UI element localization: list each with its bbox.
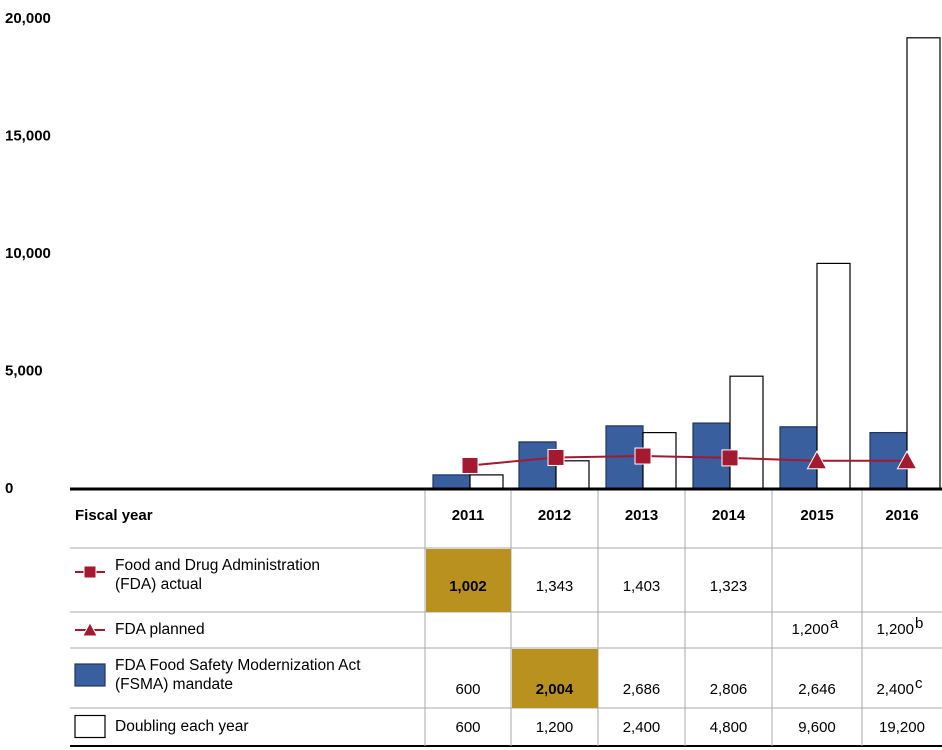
marker — [896, 450, 918, 470]
value-label: 2,806 — [710, 681, 748, 698]
x-tick-label: 2012 — [538, 507, 571, 524]
legend-swatch — [74, 663, 106, 687]
line — [469, 455, 731, 467]
value-label: 1,403 — [623, 578, 661, 595]
marker — [634, 447, 652, 465]
legend-label: Food and Drug Administration (FDA) actua… — [115, 557, 321, 593]
y-tick-label: 15,000 — [5, 127, 51, 144]
legend-label: Doubling each year — [115, 717, 249, 735]
marker — [83, 565, 97, 579]
x-axis-label: Fiscal year — [75, 507, 153, 524]
bar — [816, 262, 851, 490]
x-tick-label: 2016 — [885, 507, 918, 524]
marker — [721, 449, 739, 467]
legend-label: FDA planned — [115, 621, 205, 638]
bar — [779, 426, 818, 490]
value-label: 1,323 — [710, 578, 748, 595]
value-label: 2,400 — [623, 719, 661, 736]
legend-label: FDA Food Safety Modernization Act (FSMA)… — [115, 657, 361, 693]
footnote-mark: b — [915, 615, 923, 632]
bar — [729, 375, 764, 490]
value-label: 9,600 — [798, 719, 836, 736]
marker — [461, 456, 479, 474]
y-tick-label: 5,000 — [5, 362, 43, 379]
marker — [81, 621, 99, 637]
x-tick-label: 2015 — [800, 507, 833, 524]
value-label: 2,004 — [536, 681, 574, 698]
y-tick-label: 20,000 — [5, 10, 51, 27]
footnote-mark: c — [915, 675, 923, 692]
value-label: 1,200 — [536, 719, 574, 736]
value-label: 1,343 — [536, 578, 574, 595]
highlight-cell — [512, 649, 598, 708]
value-label: 4,800 — [710, 719, 748, 736]
x-tick-label: 2014 — [712, 507, 746, 524]
y-tick-label: 10,000 — [5, 245, 51, 262]
y-tick-label: 0 — [5, 480, 13, 497]
x-tick-label: 2011 — [452, 507, 485, 524]
value-label: 600 — [455, 681, 480, 698]
bar — [432, 474, 471, 490]
x-tick-label: 2013 — [625, 507, 658, 524]
bar — [906, 37, 941, 490]
footnote-mark: a — [830, 615, 839, 632]
value-label: 2,400 — [876, 681, 914, 698]
value-label: 600 — [455, 719, 480, 736]
value-label: 1,200 — [791, 621, 829, 638]
marker — [547, 448, 565, 466]
value-label: 1,200 — [876, 621, 914, 638]
marker — [806, 450, 828, 470]
highlight-cell — [426, 549, 511, 612]
connector-line — [729, 456, 818, 462]
bar — [469, 474, 504, 490]
value-label: 19,200 — [879, 719, 925, 736]
value-label: 1,002 — [449, 578, 487, 595]
value-label: 2,646 — [798, 681, 836, 698]
legend-swatch — [74, 714, 106, 739]
value-label: 2,686 — [623, 681, 661, 698]
